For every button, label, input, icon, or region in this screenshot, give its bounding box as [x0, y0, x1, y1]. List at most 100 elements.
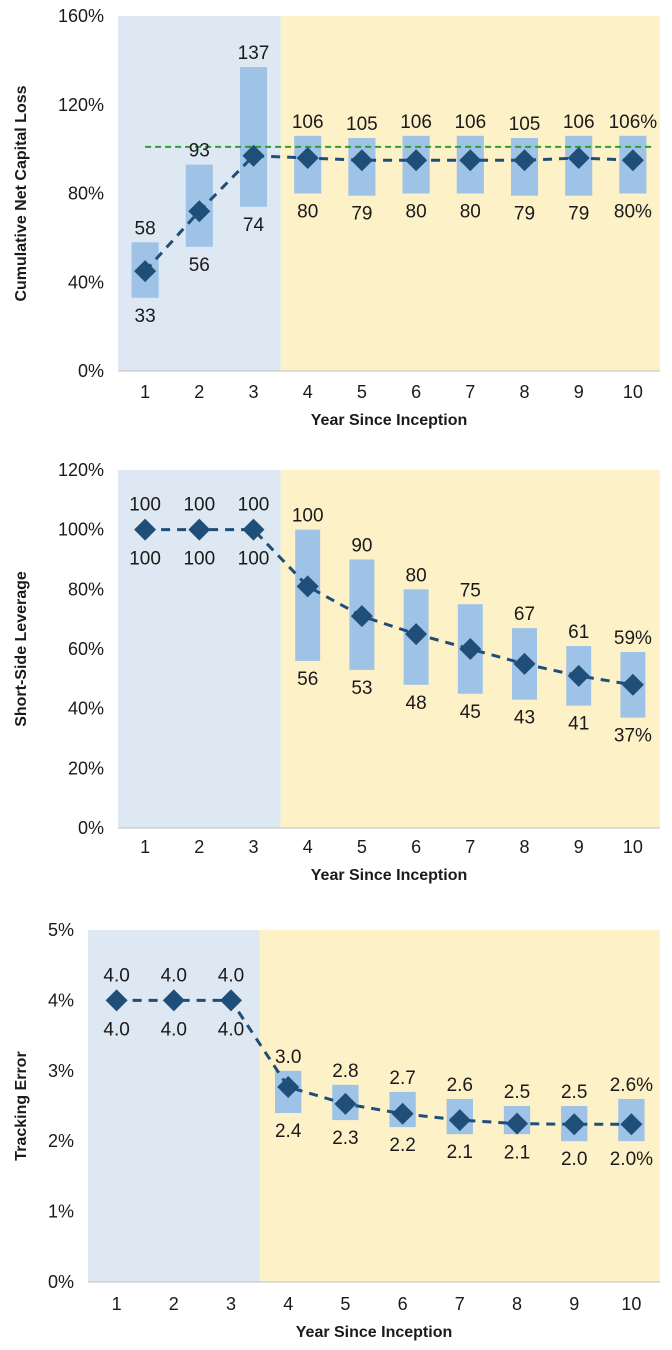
median-marker	[405, 623, 428, 646]
high-label: 106	[563, 112, 595, 133]
high-label: 4.0	[103, 965, 129, 986]
high-label: 106	[292, 112, 324, 133]
y-tick-label: 160%	[58, 6, 104, 26]
low-label: 4.0	[161, 1019, 187, 1040]
low-label: 79	[514, 204, 535, 225]
median-marker	[459, 638, 482, 660]
x-tick-label: 6	[411, 382, 421, 402]
x-axis-title: Year Since Inception	[311, 412, 468, 429]
x-tick-label: 1	[140, 837, 150, 857]
y-tick-label: 0%	[78, 818, 104, 838]
median-marker	[350, 605, 373, 628]
median-marker	[405, 149, 428, 172]
median-marker	[567, 147, 590, 169]
x-tick-label: 4	[303, 382, 313, 402]
median-marker	[134, 518, 157, 541]
range-bar	[239, 67, 268, 207]
high-label: 2.5	[504, 1082, 530, 1103]
low-label: 79	[351, 204, 372, 225]
high-label: 4.0	[218, 965, 244, 986]
low-label: 56	[297, 669, 318, 690]
x-tick-label: 1	[112, 1294, 122, 1314]
x-tick-label: 5	[357, 837, 367, 857]
x-tick-label: 5	[340, 1294, 350, 1314]
y-tick-label: 40%	[68, 699, 104, 719]
low-label: 79	[568, 204, 589, 225]
y-tick-label: 40%	[68, 272, 104, 292]
high-label: 4.0	[161, 965, 187, 986]
high-label: 100	[183, 495, 215, 516]
high-label: 2.7	[389, 1068, 415, 1089]
high-label: 100	[292, 506, 324, 527]
high-label: 3.0	[275, 1047, 301, 1068]
median-marker	[620, 1113, 643, 1136]
x-tick-label: 10	[623, 382, 643, 402]
high-label: 105	[346, 114, 378, 135]
median-marker	[506, 1112, 528, 1135]
high-label: 106	[454, 112, 486, 133]
y-tick-label: 120%	[58, 95, 104, 115]
x-tick-label: 3	[248, 382, 258, 402]
high-label: 90	[351, 536, 372, 557]
shaded-region-early	[88, 930, 260, 1282]
low-label: 100	[129, 549, 161, 570]
x-tick-label: 2	[169, 1294, 179, 1314]
low-label: 80	[297, 202, 318, 223]
median-marker	[563, 1113, 586, 1136]
x-tick-label: 2	[194, 837, 204, 857]
y-tick-label: 5%	[48, 920, 74, 940]
median-marker	[391, 1102, 414, 1125]
y-axis-title: Short-Side Leverage	[13, 571, 30, 727]
low-label: 100	[238, 549, 270, 570]
y-tick-label: 1%	[48, 1202, 74, 1222]
y-tick-label: 100%	[58, 520, 104, 540]
median-marker	[242, 144, 265, 167]
high-label: 93	[189, 141, 210, 162]
high-label: 106	[400, 112, 432, 133]
high-label: 105	[509, 114, 541, 135]
y-tick-label: 2%	[48, 1131, 74, 1151]
low-label: 2.1	[447, 1142, 473, 1163]
high-label: 2.6%	[610, 1075, 653, 1096]
y-tick-label: 4%	[48, 990, 74, 1010]
low-label: 4.0	[218, 1019, 244, 1040]
median-marker	[334, 1092, 357, 1115]
median-marker	[448, 1109, 471, 1132]
median-marker	[513, 149, 536, 172]
median-marker	[350, 149, 373, 172]
low-label: 80	[406, 202, 427, 223]
high-label: 137	[238, 43, 270, 64]
x-tick-label: 9	[574, 382, 584, 402]
low-label: 53	[351, 678, 372, 699]
x-tick-label: 1	[140, 382, 150, 402]
low-label: 56	[189, 255, 210, 276]
x-tick-label: 7	[465, 382, 475, 402]
x-tick-label: 8	[519, 837, 529, 857]
median-marker	[296, 575, 319, 598]
x-tick-label: 9	[574, 837, 584, 857]
chart-3: 0% 1% 2% 3% 4% 5% 1 2 3 4 5 6 7 8 9 10 Year Since Incept…	[13, 920, 660, 1341]
y-tick-label: 60%	[68, 639, 104, 659]
median-marker	[567, 664, 590, 687]
median-marker	[105, 989, 128, 1012]
high-label: 106%	[609, 112, 658, 133]
x-tick-label: 7	[455, 1294, 465, 1314]
x-tick-label: 4	[283, 1294, 293, 1314]
x-tick-label: 6	[411, 837, 421, 857]
low-label: 48	[406, 693, 427, 714]
low-label: 80%	[614, 202, 652, 223]
low-label: 37%	[614, 726, 652, 747]
low-label: 2.0%	[610, 1149, 653, 1170]
high-label: 80	[406, 565, 427, 586]
y-tick-label: 0%	[48, 1272, 74, 1292]
median-marker	[621, 673, 644, 696]
y-axis-title: Tracking Error	[13, 1051, 30, 1160]
low-label: 2.2	[389, 1135, 415, 1156]
low-label: 2.0	[561, 1149, 587, 1170]
x-tick-label: 5	[357, 382, 367, 402]
median-marker	[296, 147, 319, 169]
